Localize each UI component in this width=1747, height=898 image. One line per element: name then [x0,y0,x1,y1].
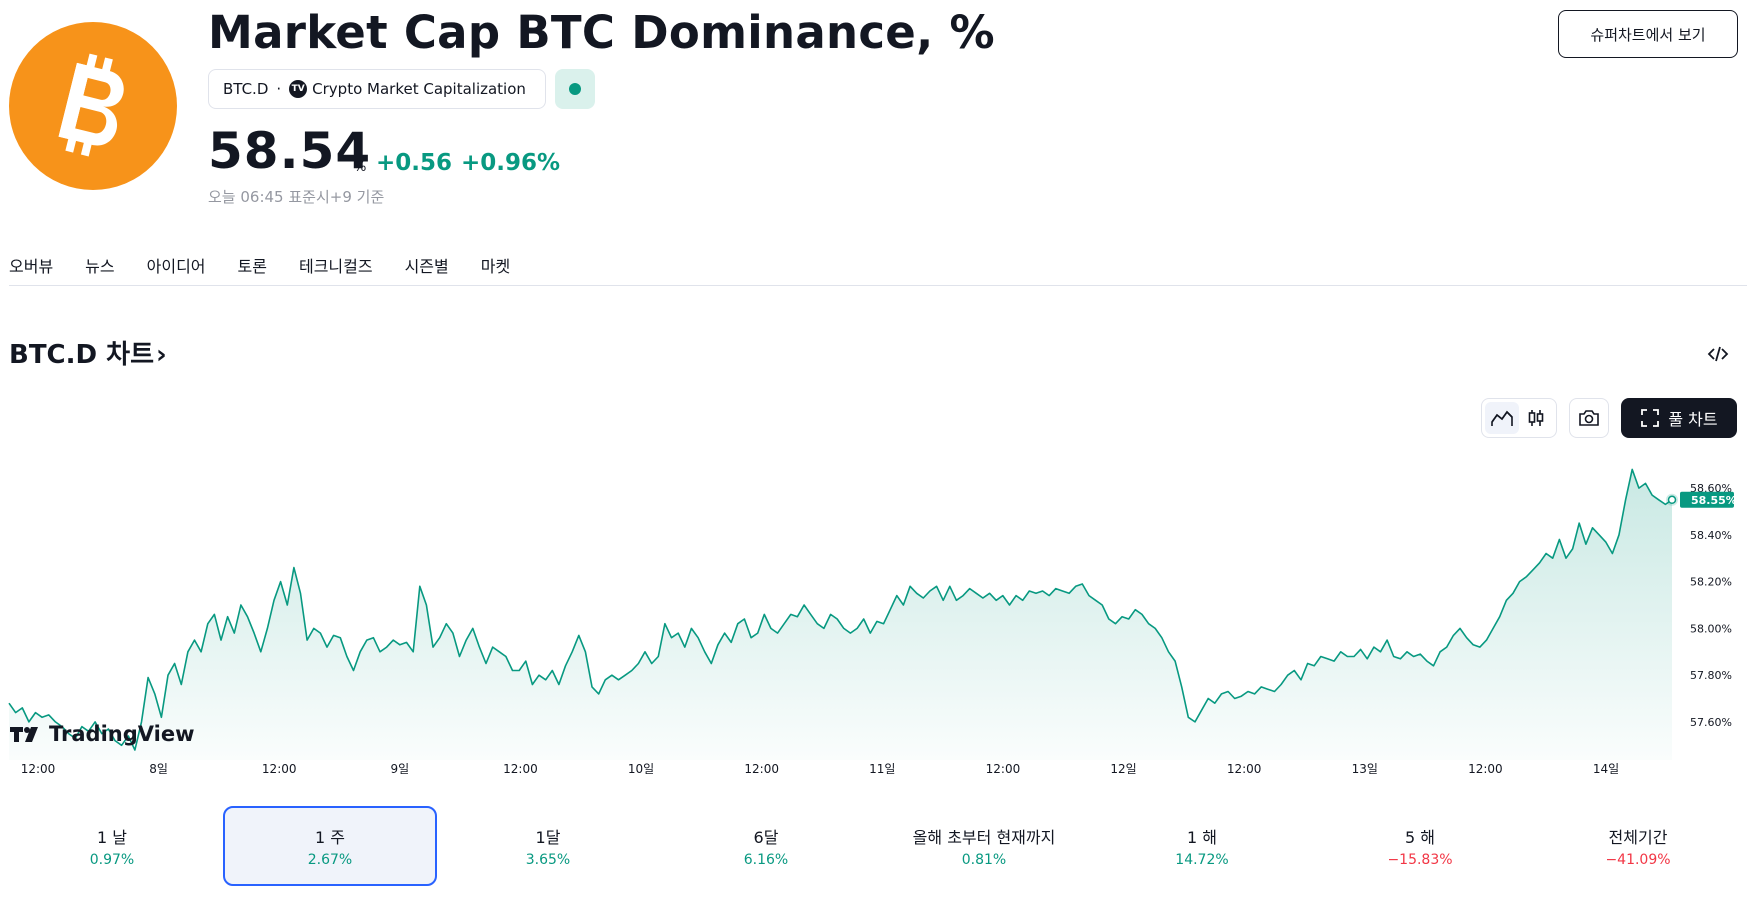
open-supercharts-button[interactable]: 슈퍼차트에서 보기 [1558,10,1738,58]
series-area-fill [9,469,1672,760]
period-all[interactable]: 전체기간 −41.09% [1531,806,1745,886]
x-tick-label: 12:00 [503,762,538,776]
bitcoin-logo-icon [9,22,177,190]
y-tick-label: 58.40% [1690,529,1732,542]
period-1m[interactable]: 1달 3.65% [441,806,655,886]
last-value-label: 58.55% [1691,494,1737,507]
area-chart-icon[interactable] [1485,402,1519,434]
tradingview-badge-icon: TV [289,80,308,98]
tab-overview[interactable]: 오버뷰 [9,257,54,276]
tab-seasonals[interactable]: 시즌별 [404,257,449,276]
period-label: 전체기간 [1608,828,1668,847]
period-5y[interactable]: 5 해 −15.83% [1313,806,1527,886]
separator-dot: · [276,80,282,98]
tabs-divider [9,285,1747,286]
last-value-tag [1680,491,1734,508]
tab-markets[interactable]: 마켓 [480,257,511,276]
period-label: 5 해 [1405,828,1435,847]
period-1d[interactable]: 1 날 0.97% [5,806,219,886]
full-chart-button[interactable]: 풀 차트 [1621,398,1737,438]
x-tick-label: 9일 [391,762,410,776]
period-performance-bar: 1 날 0.97% 1 주 2.67% 1달 3.65% 6달 6.16% 올해… [5,806,1745,886]
period-label: 올해 초부터 현재까지 [912,828,1056,847]
price-chart[interactable]: 58.60%58.40%58.20%58.00%57.80%57.60%58.5… [0,455,1747,795]
x-tick-label: 12일 [1110,762,1136,776]
period-label: 1달 [535,828,561,847]
period-value: −15.83% [1387,852,1453,868]
price-change: +0.56 +0.96% [376,150,560,176]
x-tick-label: 14일 [1593,762,1619,776]
tab-discussion[interactable]: 토론 [237,257,267,276]
period-ytd[interactable]: 올해 초부터 현재까지 0.81% [877,806,1091,886]
symbol-ticker: BTC.D [223,80,269,98]
chart-style-switch [1481,398,1557,438]
last-point-marker [1667,495,1677,505]
exchange-name: Crypto Market Capitalization [312,80,526,98]
x-tick-label: 8일 [149,762,168,776]
y-tick-label: 57.60% [1690,716,1732,729]
y-tick-label: 57.80% [1690,669,1732,682]
tab-ideas[interactable]: 아이디어 [146,257,206,276]
period-value: 0.97% [89,852,135,868]
x-tick-label: 13일 [1352,762,1378,776]
x-tick-label: 11일 [869,762,895,776]
x-tick-label: 12:00 [21,762,56,776]
change-percent: +0.96% [461,150,561,176]
y-tick-label: 58.20% [1690,576,1732,589]
x-tick-label: 10일 [628,762,654,776]
chart-title-text: BTC.D 차트 [9,340,154,370]
watermark-text: TradingView [49,722,195,746]
period-6m[interactable]: 6달 6.16% [659,806,873,886]
change-absolute: +0.56 [376,150,453,176]
period-value: 14.72% [1175,852,1229,868]
candles-icon[interactable] [1519,402,1553,434]
x-tick-label: 12:00 [262,762,297,776]
price-unit: % [354,160,367,175]
series-line [8,468,1673,751]
status-dot-icon [569,83,581,95]
period-label: 1 주 [315,828,345,847]
period-label: 6달 [753,828,779,847]
period-1y[interactable]: 1 해 14.72% [1095,806,1309,886]
market-status-badge[interactable] [555,69,595,109]
period-value: −41.09% [1605,852,1671,868]
tab-news[interactable]: 뉴스 [85,257,115,276]
period-1w[interactable]: 1 주 2.67% [223,806,437,886]
x-tick-label: 12:00 [1468,762,1503,776]
tab-technicals[interactable]: 테크니컬즈 [298,257,373,276]
price-timestamp: 오늘 06:45 표준시+9 기준 [208,188,385,206]
chart-section-title[interactable]: BTC.D 차트› [9,334,167,371]
full-chart-label: 풀 차트 [1668,410,1718,429]
chart-toolbar: 풀 차트 [1481,398,1737,438]
period-label: 1 날 [97,828,127,847]
tradingview-watermark[interactable]: TradingView [10,722,194,746]
x-tick-label: 12:00 [1227,762,1262,776]
page-title: Market Cap BTC Dominance, % [208,6,995,59]
period-value: 3.65% [525,852,571,868]
current-price: 58.54 [208,122,372,180]
period-value: 0.81% [961,852,1007,868]
period-value: 6.16% [743,852,789,868]
symbol-chip[interactable]: BTC.D · TV Crypto Market Capitalization [208,69,546,109]
period-value: 2.67% [307,852,353,868]
tradingview-logo-icon [10,727,38,742]
chevron-right-icon: › [156,340,167,370]
tab-bar: 오버뷰 뉴스 아이디어 토론 테크니컬즈 시즌별 마켓 [9,245,542,291]
x-tick-label: 12:00 [744,762,779,776]
embed-code-icon[interactable] [1706,342,1730,366]
x-tick-label: 12:00 [986,762,1021,776]
camera-icon[interactable] [1569,398,1609,438]
fullscreen-icon [1641,409,1660,427]
period-label: 1 해 [1187,828,1217,847]
y-tick-label: 58.00% [1690,622,1732,635]
